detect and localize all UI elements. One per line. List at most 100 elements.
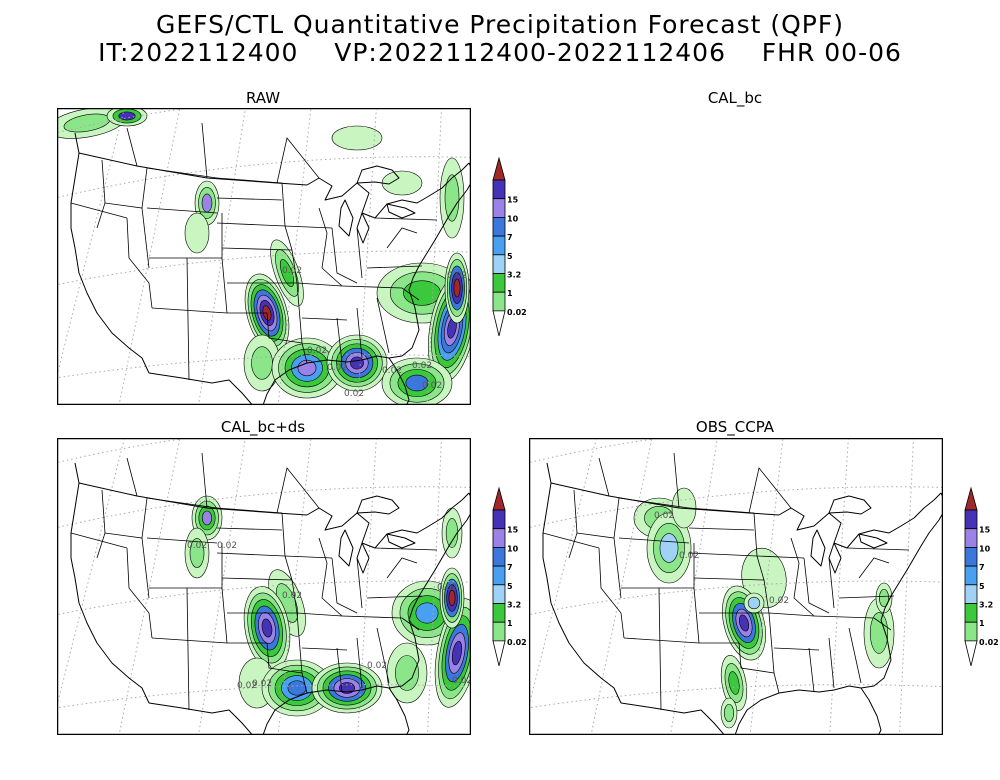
precip-area (184, 527, 210, 579)
precip-area (194, 180, 220, 226)
contour-labels: 0.020.020.020.020.020.020.020.02 (282, 266, 467, 399)
colorbar-cal-bc-ds: 0.02 1 3.2 5 7 10 15 (490, 486, 530, 688)
panel-title-cal-bc: CAL_bc (707, 89, 763, 107)
contour-label: 0.02 (422, 381, 442, 391)
precip-area (875, 582, 893, 614)
contour-labels: 0.02 0.02 0.02 (654, 511, 789, 606)
colorbar-swatch (964, 603, 978, 623)
colorbar-swatch (964, 584, 978, 604)
map-frame (57, 438, 471, 735)
map-panel-obs-ccpa: 0.02 0.02 0.02 (529, 438, 943, 735)
contour-label: 0.02 (327, 363, 347, 373)
graticule (57, 438, 471, 735)
precip-area (261, 659, 333, 717)
contour-label: 0.02 (452, 676, 471, 686)
contour-label: 0.02 (252, 679, 272, 689)
panel-title-cal-bc-ds: CAL_bc+ds (220, 418, 306, 436)
contour-label: 0.02 (367, 661, 387, 671)
precip-area (243, 334, 281, 392)
colorbar-swatch (492, 198, 506, 218)
colorbar-swatch (964, 509, 978, 530)
precip-area (434, 598, 471, 708)
colorbar-swatch (492, 254, 506, 274)
precip-area (326, 334, 388, 392)
colorbar-tick-label: 0.02 (507, 308, 527, 317)
colorbar-tick-label: 10 (979, 544, 991, 553)
colorbar-tick-label: 15 (507, 196, 519, 205)
panel-title-raw: RAW (245, 89, 281, 107)
state-borders (70, 452, 438, 711)
contour-label: 0.02 (382, 366, 402, 376)
colorbar-tick-label: 5 (507, 252, 513, 261)
colorbar-swatch (492, 273, 506, 293)
colorbar-tick-label: 1 (507, 289, 513, 298)
precip-area (441, 507, 463, 559)
precipitation-field (57, 108, 471, 405)
map-panel-cal-bc-ds: 0.02 0.02 0.02 0.02 0.02 0.02 0.02 0.02 (57, 438, 471, 735)
colorbar-tick-label: 5 (507, 582, 513, 591)
colorbar-tick-label: 3.2 (507, 271, 521, 280)
contour-label: 0.02 (237, 681, 257, 691)
colorbar-swatch (492, 584, 506, 604)
contour-label: 0.02 (282, 591, 302, 601)
contour-labels: 0.020.020.020.020.020.020.020.02 (187, 541, 471, 691)
precip-area (439, 157, 465, 239)
colorbar-tick-label: 7 (507, 563, 513, 572)
colorbar-swatch (492, 565, 506, 586)
precip-area (184, 212, 210, 254)
colorbar-tick-label: 10 (507, 544, 519, 553)
precip-area (331, 125, 383, 151)
colorbar-swatch (492, 291, 506, 312)
colorbar-tick-label: 5 (979, 582, 985, 591)
colorbar-swatch (492, 528, 506, 548)
colorbar-tick-label: 15 (507, 526, 519, 535)
colorbar-tick-label: 15 (979, 526, 991, 535)
colorbar-tick-label: 1 (979, 619, 985, 628)
precip-area (720, 655, 748, 711)
state-borders (70, 122, 438, 381)
colorbar-tick-label: 0.02 (507, 638, 527, 647)
colorbar-tick-label: 7 (507, 233, 513, 242)
precip-area (106, 108, 148, 127)
colorbar-tick-label: 10 (507, 214, 519, 223)
colorbar-swatch (492, 509, 506, 530)
colorbar-swatch (964, 528, 978, 548)
panel-title-obs-ccpa: OBS_CCPA (695, 418, 775, 436)
colorbar-tick-label: 3.2 (979, 601, 993, 610)
contour-label: 0.02 (282, 266, 302, 276)
colorbar-cap-top (492, 486, 506, 511)
contour-label: 0.02 (437, 583, 457, 593)
colorbar-swatch (964, 565, 978, 586)
colorbar-swatch (492, 179, 506, 200)
colorbar-swatch (492, 547, 506, 567)
map-panel-raw: 0.02 0.02 0.02 0.02 0.02 0.02 0.02 0.02 (57, 108, 471, 405)
colorbar-raw: 0.02 1 3.2 5 7 10 15 (490, 156, 530, 358)
colorbar-cap-bottom (492, 640, 506, 666)
precipitation-field (184, 495, 471, 717)
contour-label: 0.02 (654, 511, 674, 521)
map-frame (529, 438, 943, 735)
contour-label: 0.02 (187, 541, 207, 551)
colorbar-swatch (964, 547, 978, 567)
colorbar-tick-label: 0.02 (979, 638, 999, 647)
colorbar-cap-bottom (964, 640, 978, 666)
contour-label: 0.02 (344, 389, 364, 399)
map-frame (57, 108, 471, 405)
contour-label: 0.02 (679, 551, 699, 561)
precip-area (646, 512, 692, 584)
figure-subtitle: IT:2022112400 VP:2022112400-2022112406 F… (98, 38, 902, 67)
precip-area (444, 252, 470, 324)
colorbar-cap-bottom (492, 310, 506, 336)
precip-area (720, 697, 738, 729)
contour-label: 0.02 (412, 361, 432, 371)
graticule (57, 108, 471, 405)
contour-label: 0.02 (217, 541, 237, 551)
precip-area (439, 567, 465, 629)
state-borders (542, 452, 910, 711)
colorbar-tick-label: 7 (979, 563, 985, 572)
colorbar-swatch (964, 621, 978, 642)
colorbar-tick-label: 3.2 (507, 601, 521, 610)
colorbar-tick-label: 1 (507, 619, 513, 628)
colorbar-swatch (492, 217, 506, 237)
contour-label: 0.02 (307, 346, 327, 356)
